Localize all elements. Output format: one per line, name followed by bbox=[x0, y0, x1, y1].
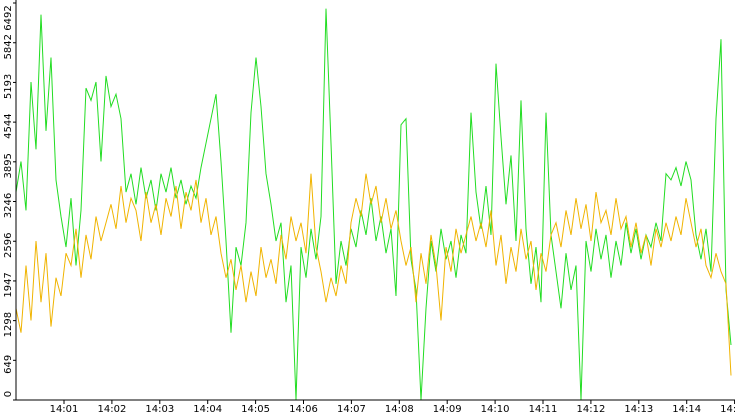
y-tick-label: 5842 bbox=[3, 34, 14, 59]
y-tick-label: 649 bbox=[3, 355, 14, 374]
x-tick-label: 14:15 bbox=[720, 404, 735, 415]
y-tick-label: 1947 bbox=[3, 272, 14, 297]
y-tick-label: 6492 bbox=[3, 5, 14, 30]
x-tick-label: 14:13 bbox=[624, 404, 653, 415]
y-tick-label: 1298 bbox=[3, 312, 14, 337]
y-tick-label: 3246 bbox=[3, 193, 14, 218]
y-tick-label: 2596 bbox=[3, 233, 14, 258]
x-tick-label: 14:07 bbox=[337, 404, 366, 415]
x-tick-label: 14:01 bbox=[50, 404, 79, 415]
x-tick-label: 14:12 bbox=[576, 404, 605, 415]
x-tick-label: 14:06 bbox=[289, 404, 318, 415]
series-line bbox=[15, 173, 732, 376]
x-tick-label: 14:08 bbox=[385, 404, 414, 415]
x-tick-label: 14:03 bbox=[145, 404, 174, 415]
series-line bbox=[15, 8, 732, 401]
x-tick-label: 14:14 bbox=[672, 404, 701, 415]
x-tick-label: 14:10 bbox=[481, 404, 510, 415]
y-tick-label: 0 bbox=[3, 391, 14, 397]
y-tick-label: 5193 bbox=[3, 74, 14, 99]
y-tick-label: 3895 bbox=[3, 153, 14, 178]
x-tick-label: 14:04 bbox=[193, 404, 222, 415]
x-tick-label: 14:09 bbox=[433, 404, 462, 415]
y-tick-label: 4544 bbox=[3, 113, 14, 138]
x-tick-label: 14:02 bbox=[97, 404, 126, 415]
x-tick-label: 14:11 bbox=[529, 404, 558, 415]
x-tick-label: 14:05 bbox=[241, 404, 270, 415]
